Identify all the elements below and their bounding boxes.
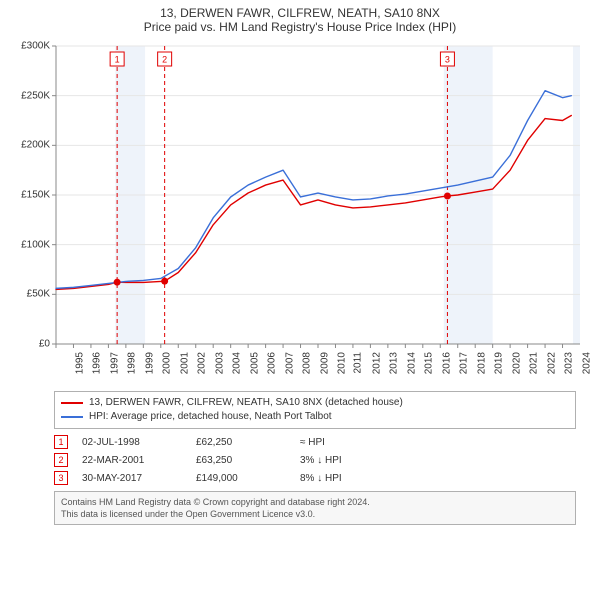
x-tick-label: 2009 [319,352,330,374]
svg-text:3: 3 [445,55,450,65]
x-tick-label: 2010 [336,352,347,374]
event-compare: ≈ HPI [300,437,325,448]
legend-item: HPI: Average price, detached house, Neat… [61,410,569,424]
x-tick-label: 1998 [127,352,138,374]
event-price: £63,250 [196,455,286,466]
x-tick-label: 2017 [459,352,470,374]
x-tick-label: 2015 [424,352,435,374]
x-tick-label: 2005 [249,352,260,374]
y-tick-label: £200K [10,140,50,151]
event-compare: 8% ↓ HPI [300,473,342,484]
y-tick-label: £300K [10,41,50,52]
y-tick-label: £100K [10,239,50,250]
chart-svg: 1 2 3 [10,40,590,385]
event-row: 2 22-MAR-2001 £63,250 3% ↓ HPI [54,451,576,469]
x-tick-label: 2003 [214,352,225,374]
x-tick-label: 2014 [406,352,417,374]
x-tick-label: 2000 [162,352,173,374]
event-date: 02-JUL-1998 [82,437,182,448]
event-number-badge: 2 [54,453,68,467]
event-number-badge: 3 [54,471,68,485]
x-tick-label: 2013 [389,352,400,374]
svg-text:2: 2 [162,55,167,65]
title-line-2: Price paid vs. HM Land Registry's House … [10,20,590,34]
x-tick-label: 2001 [179,352,190,374]
y-tick-label: £0 [10,339,50,350]
legend-swatch [61,402,83,404]
x-tick-label: 2008 [301,352,312,374]
x-tick-label: 2023 [563,352,574,374]
event-date: 22-MAR-2001 [82,455,182,466]
svg-text:1: 1 [115,55,120,65]
attribution: Contains HM Land Registry data © Crown c… [54,491,576,525]
x-tick-label: 1995 [74,352,85,374]
legend-label: HPI: Average price, detached house, Neat… [89,410,332,424]
x-tick-label: 2012 [371,352,382,374]
x-tick-label: 2016 [441,352,452,374]
x-tick-label: 1996 [92,352,103,374]
price-chart: 1 2 3 £0 £50K £100K £150K £200K £250K £300K 1995… [10,40,590,385]
legend-item: 13, DERWEN FAWR, CILFREW, NEATH, SA10 8N… [61,396,569,410]
legend: 13, DERWEN FAWR, CILFREW, NEATH, SA10 8N… [54,391,576,429]
x-tick-label: 2021 [528,352,539,374]
x-tick-label: 1997 [109,352,120,374]
x-tick-label: 2006 [266,352,277,374]
event-row: 1 02-JUL-1998 £62,250 ≈ HPI [54,433,576,451]
x-tick-label: 2002 [197,352,208,374]
x-tick-label: 2024 [581,352,592,374]
x-tick-label: 2022 [546,352,557,374]
y-tick-label: £250K [10,90,50,101]
legend-swatch [61,416,83,418]
x-tick-label: 2007 [284,352,295,374]
event-price: £62,250 [196,437,286,448]
event-date: 30-MAY-2017 [82,473,182,484]
x-tick-label: 2018 [476,352,487,374]
event-number-badge: 1 [54,435,68,449]
events-table: 1 02-JUL-1998 £62,250 ≈ HPI 2 22-MAR-2001 £63,… [54,433,576,487]
event-row: 3 30-MAY-2017 £149,000 8% ↓ HPI [54,469,576,487]
y-tick-label: £150K [10,190,50,201]
event-price: £149,000 [196,473,286,484]
title-line-1: 13, DERWEN FAWR, CILFREW, NEATH, SA10 8N… [10,6,590,20]
event-compare: 3% ↓ HPI [300,455,342,466]
x-tick-label: 1999 [144,352,155,374]
x-tick-label: 2011 [353,352,364,374]
attribution-line-1: Contains HM Land Registry data © Crown c… [61,496,569,508]
legend-label: 13, DERWEN FAWR, CILFREW, NEATH, SA10 8N… [89,396,403,410]
x-tick-label: 2004 [231,352,242,374]
x-tick-label: 2020 [511,352,522,374]
y-tick-label: £50K [10,289,50,300]
attribution-line-2: This data is licensed under the Open Gov… [61,508,569,520]
x-tick-label: 2019 [493,352,504,374]
